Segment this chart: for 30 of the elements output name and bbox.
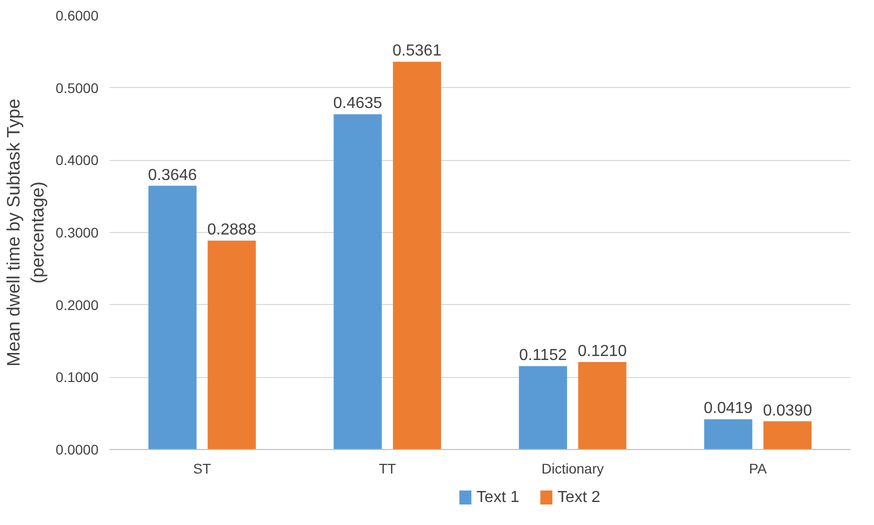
- y-tick-label: 0.3000: [56, 224, 99, 240]
- x-tick-label: PA: [749, 460, 768, 476]
- x-tick-label: Dictionary: [542, 460, 604, 476]
- x-tick-label: TT: [378, 460, 396, 476]
- data-label: 0.5361: [392, 42, 442, 60]
- y-tick-label: 0.0000: [56, 442, 99, 458]
- data-label: 0.3646: [148, 166, 198, 184]
- y-axis-title: Mean dwell time by Subtask Type (percentage): [4, 98, 48, 367]
- bar: [704, 419, 752, 450]
- bar: [518, 366, 568, 450]
- data-label: 0.0419: [704, 400, 753, 418]
- bar: [334, 114, 382, 450]
- bar: [763, 421, 812, 450]
- data-label: 0.0390: [763, 402, 812, 420]
- data-label: 0.4635: [333, 95, 382, 112]
- x-tick-label: ST: [193, 460, 212, 476]
- bar: [148, 186, 197, 450]
- bar: [392, 62, 442, 450]
- legend-label: Text 1: [476, 489, 520, 506]
- y-tick-label: 0.2000: [56, 296, 99, 313]
- y-tick-label: 0.4000: [56, 152, 99, 168]
- bar: [208, 240, 256, 450]
- y-tick-label: 0.6000: [56, 8, 99, 24]
- data-label: 0.1210: [578, 342, 627, 360]
- bar: [578, 362, 626, 450]
- data-label: 0.2888: [207, 222, 256, 239]
- y-tick-label: 0.5000: [56, 80, 99, 96]
- data-label: 0.1152: [519, 347, 567, 364]
- y-tick-label: 0.1000: [56, 369, 99, 386]
- legend-label: Text 2: [558, 489, 600, 506]
